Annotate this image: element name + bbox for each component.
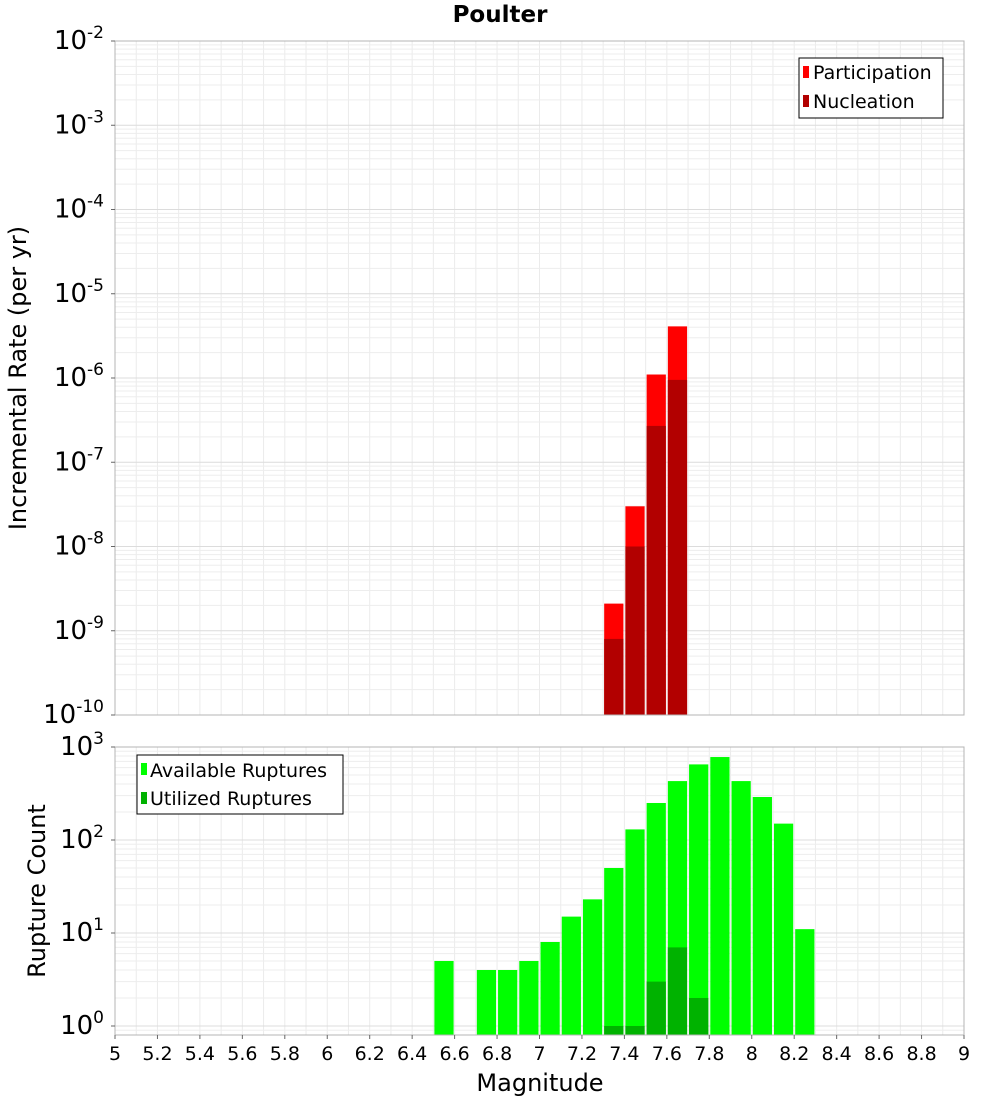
bottom-bar-available-ruptures — [731, 781, 751, 1035]
bottom-bar-available-ruptures — [625, 829, 645, 1035]
top-y-tick-label: 10-3 — [54, 107, 104, 140]
x-tick-label: 7.8 — [694, 1043, 724, 1065]
x-tick-label: 6 — [321, 1043, 333, 1065]
bottom-bar-available-ruptures — [710, 757, 730, 1035]
x-tick-label: 6.8 — [482, 1043, 512, 1065]
x-tick-label: 9 — [958, 1043, 970, 1065]
bottom-legend-swatch-available — [141, 763, 147, 775]
x-tick-label: 5.4 — [185, 1043, 215, 1065]
bottom-bar-available-ruptures — [519, 960, 539, 1035]
top-legend-swatch-participation — [803, 66, 809, 78]
top-y-tick-label: 10-4 — [54, 192, 104, 225]
bottom-bar-available-ruptures — [689, 764, 709, 1035]
bottom-bar-available-ruptures — [540, 942, 560, 1035]
x-tick-label: 8.6 — [864, 1043, 894, 1065]
top-legend: Participation Nucleation — [798, 57, 944, 119]
x-tick-label: 5.6 — [227, 1043, 257, 1065]
bottom-bar-available-ruptures — [604, 867, 624, 1035]
bottom-y-tick-label: 100 — [60, 1008, 104, 1041]
x-tick-label: 7.4 — [609, 1043, 639, 1065]
bottom-legend-box — [136, 754, 344, 815]
x-tick-label: 6.6 — [439, 1043, 469, 1065]
bottom-legend-label-utilized: Utilized Ruptures — [150, 788, 312, 810]
x-tick-label: 7.2 — [567, 1043, 597, 1065]
bottom-bar-available-ruptures — [773, 823, 794, 1035]
x-tick-label: 6.4 — [397, 1043, 427, 1065]
top-y-tick-label: 10-7 — [54, 444, 104, 477]
top-bar-nucleation — [667, 379, 688, 715]
x-tick-label: 8 — [746, 1043, 758, 1065]
x-tick-label: 8.2 — [779, 1043, 809, 1065]
x-tick-label: 5 — [109, 1043, 121, 1065]
top-y-tick-label: 10-9 — [54, 613, 104, 646]
top-bar-nucleation — [625, 546, 645, 715]
top-y-tick-label: 10-5 — [54, 276, 104, 309]
bottom-bar-utilized-ruptures — [646, 981, 666, 1035]
top-y-tick-label: 10-6 — [54, 360, 104, 393]
bottom-bar-available-ruptures — [582, 899, 603, 1035]
bottom-bar-available-ruptures — [561, 916, 581, 1035]
bottom-bar-available-ruptures — [498, 969, 518, 1035]
x-tick-label: 7 — [533, 1043, 545, 1065]
bottom-y-tick-label: 101 — [60, 915, 104, 948]
bottom-y-tick-label: 103 — [60, 729, 104, 762]
bottom-bar-utilized-ruptures — [604, 1025, 624, 1035]
top-legend-label-participation: Participation — [813, 62, 932, 84]
bottom-bar-available-ruptures — [476, 969, 497, 1035]
x-tick-label: 7.6 — [652, 1043, 682, 1065]
chart-title: Poulter — [453, 2, 549, 28]
bottom-legend: Available Ruptures Utilized Ruptures — [136, 754, 344, 815]
top-legend-label-nucleation: Nucleation — [813, 91, 915, 113]
top-legend-box — [798, 57, 944, 119]
x-tick-label: 5.8 — [270, 1043, 300, 1065]
x-tick-label: 8.4 — [822, 1043, 852, 1065]
bottom-y-tick-label: 102 — [60, 822, 104, 855]
bottom-bar-utilized-ruptures — [667, 947, 688, 1035]
bottom-legend-swatch-utilized — [141, 792, 147, 804]
x-axis-label: Magnitude — [476, 1069, 603, 1097]
x-tick-label: 6.2 — [355, 1043, 385, 1065]
bottom-bar-available-ruptures — [752, 796, 772, 1035]
top-bar-nucleation — [646, 425, 666, 715]
top-legend-swatch-nucleation — [803, 95, 809, 107]
top-y-tick-label: 10-8 — [54, 529, 104, 562]
x-tick-label: 8.8 — [906, 1043, 936, 1065]
top-y-tick-label: 10-2 — [54, 23, 104, 56]
bottom-legend-label-available: Available Ruptures — [150, 760, 327, 782]
top-y-axis-label: Incremental Rate (per yr) — [4, 226, 32, 530]
x-tick-label: 5.2 — [142, 1043, 172, 1065]
bottom-bar-available-ruptures — [795, 929, 815, 1035]
top-plot-area: 10-2 10-3 10-4 10-5 10-6 10-7 10-8 10-9 10-10 — [43, 23, 965, 730]
top-y-tick-label: 10-10 — [43, 697, 104, 730]
bottom-bar-available-ruptures — [434, 960, 454, 1035]
bottom-bar-utilized-ruptures — [625, 1025, 645, 1035]
bottom-bar-available-ruptures — [646, 802, 666, 1035]
bottom-y-axis-label: Rupture Count — [23, 804, 51, 978]
bottom-bar-utilized-ruptures — [689, 997, 709, 1035]
top-bar-nucleation — [604, 638, 624, 715]
